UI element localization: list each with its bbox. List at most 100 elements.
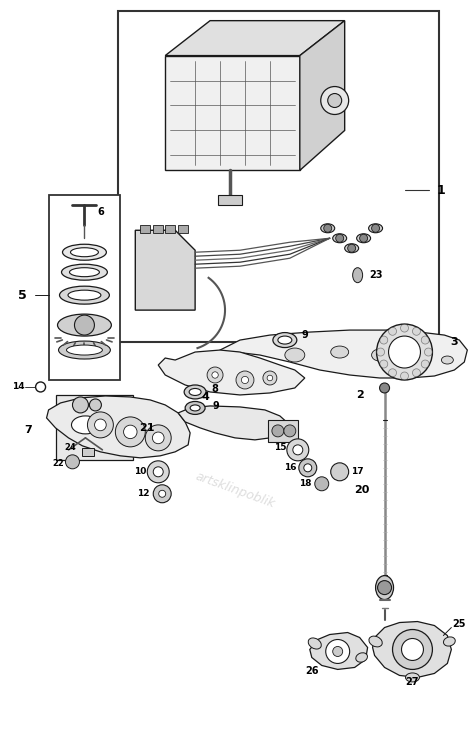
Circle shape	[74, 315, 94, 335]
Text: 18: 18	[299, 479, 311, 488]
Text: 17: 17	[351, 467, 364, 476]
Circle shape	[315, 477, 329, 491]
Ellipse shape	[406, 673, 420, 682]
Circle shape	[159, 490, 166, 497]
Circle shape	[284, 425, 296, 437]
Circle shape	[207, 367, 223, 383]
Bar	[82, 448, 94, 456]
Circle shape	[65, 455, 80, 469]
Circle shape	[88, 412, 114, 438]
Circle shape	[241, 376, 249, 384]
Ellipse shape	[333, 234, 347, 243]
Circle shape	[36, 382, 46, 392]
Ellipse shape	[58, 341, 110, 359]
Circle shape	[321, 86, 349, 115]
Ellipse shape	[372, 349, 388, 361]
Circle shape	[400, 372, 408, 380]
Circle shape	[304, 464, 312, 472]
Bar	[118, 10, 439, 342]
Text: 4: 4	[201, 392, 209, 402]
Text: 12: 12	[137, 490, 149, 498]
Circle shape	[380, 336, 388, 344]
Ellipse shape	[189, 388, 201, 396]
Ellipse shape	[353, 268, 363, 283]
Ellipse shape	[321, 224, 335, 233]
Bar	[268, 420, 298, 442]
Ellipse shape	[278, 336, 292, 344]
Ellipse shape	[71, 248, 98, 257]
Circle shape	[95, 419, 106, 431]
Circle shape	[392, 629, 432, 670]
Circle shape	[123, 425, 137, 439]
Circle shape	[421, 336, 429, 344]
Circle shape	[299, 459, 317, 477]
Text: 9: 9	[213, 401, 219, 411]
Ellipse shape	[375, 576, 394, 600]
Polygon shape	[178, 406, 290, 440]
Circle shape	[267, 375, 273, 381]
Polygon shape	[300, 21, 345, 170]
Ellipse shape	[345, 244, 358, 253]
Text: 24: 24	[65, 443, 76, 452]
Circle shape	[326, 640, 349, 664]
Text: 25: 25	[453, 618, 466, 629]
Bar	[218, 196, 242, 205]
Circle shape	[377, 324, 432, 380]
Text: 21: 21	[139, 423, 155, 433]
Circle shape	[145, 425, 171, 451]
Circle shape	[147, 461, 169, 483]
Text: 3: 3	[451, 337, 458, 347]
Circle shape	[73, 397, 89, 413]
Polygon shape	[47, 396, 190, 458]
Circle shape	[272, 425, 284, 437]
Ellipse shape	[184, 385, 206, 399]
Ellipse shape	[70, 268, 99, 277]
Ellipse shape	[62, 264, 107, 280]
Ellipse shape	[285, 348, 305, 362]
Circle shape	[380, 360, 388, 368]
Text: 22: 22	[53, 459, 65, 468]
Circle shape	[378, 580, 391, 594]
Circle shape	[413, 369, 421, 376]
Ellipse shape	[356, 652, 367, 662]
Circle shape	[89, 399, 101, 411]
Circle shape	[348, 244, 356, 252]
Ellipse shape	[59, 286, 109, 304]
Circle shape	[263, 371, 277, 385]
Text: 16: 16	[284, 464, 296, 472]
Circle shape	[212, 372, 218, 378]
Circle shape	[324, 224, 332, 232]
Ellipse shape	[273, 333, 297, 347]
Circle shape	[331, 463, 349, 481]
Circle shape	[421, 360, 429, 368]
Text: 9: 9	[301, 330, 308, 340]
Text: 2: 2	[356, 390, 364, 400]
Ellipse shape	[68, 290, 101, 300]
Ellipse shape	[308, 638, 321, 649]
Polygon shape	[373, 621, 451, 678]
Ellipse shape	[444, 637, 455, 646]
Circle shape	[372, 224, 380, 232]
Circle shape	[389, 369, 397, 376]
Ellipse shape	[369, 224, 382, 233]
Ellipse shape	[63, 244, 106, 260]
Text: 1: 1	[437, 184, 446, 197]
Ellipse shape	[369, 636, 382, 647]
Text: artsklinpoblik: artsklinpoblik	[194, 469, 276, 510]
Circle shape	[424, 348, 432, 356]
Circle shape	[153, 485, 171, 503]
Text: 26: 26	[305, 667, 318, 676]
Circle shape	[287, 439, 309, 461]
Circle shape	[328, 94, 341, 107]
Polygon shape	[218, 330, 467, 378]
Bar	[178, 225, 188, 234]
Polygon shape	[135, 230, 195, 310]
Text: 27: 27	[406, 678, 419, 687]
Text: 14: 14	[12, 382, 25, 391]
Circle shape	[336, 234, 344, 243]
Text: 10: 10	[134, 467, 146, 476]
Circle shape	[360, 234, 367, 243]
Ellipse shape	[185, 402, 205, 414]
Ellipse shape	[190, 405, 200, 411]
Bar	[49, 196, 121, 380]
